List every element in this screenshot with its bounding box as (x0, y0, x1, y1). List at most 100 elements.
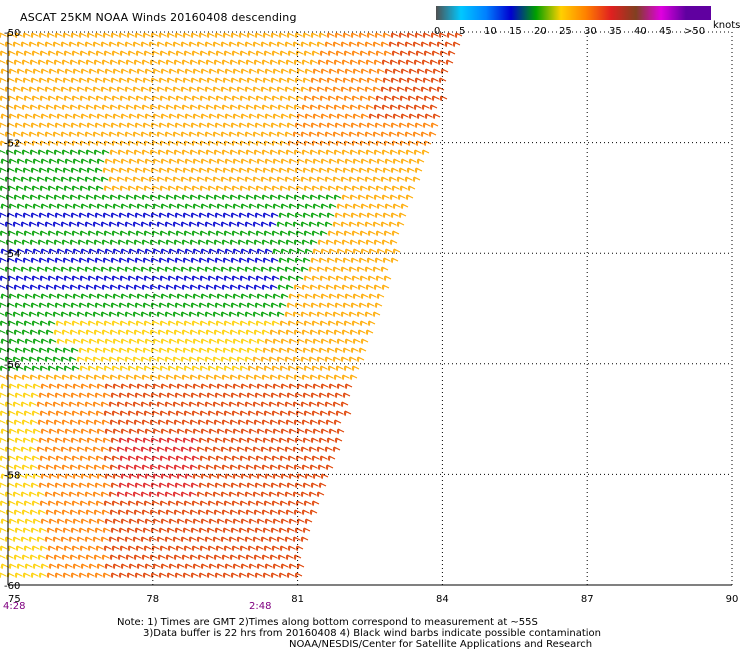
wind-barb (238, 77, 247, 84)
wind-barb (260, 311, 269, 318)
wind-barb (128, 563, 137, 570)
wind-barb (269, 464, 278, 471)
wind-barb (262, 257, 271, 264)
wind-barb (119, 365, 128, 372)
wind-barb (24, 248, 33, 255)
wind-barb (312, 113, 321, 120)
wind-barb (132, 131, 141, 138)
wind-barb (279, 455, 288, 462)
wind-barb (100, 491, 109, 498)
wind-barb (268, 311, 277, 318)
wind-barb (5, 149, 14, 156)
wind-barb (191, 455, 200, 462)
wind-barb (79, 365, 88, 372)
wind-barb (328, 383, 337, 390)
wind-barb (197, 194, 206, 201)
wind-barb (93, 284, 102, 291)
wind-barb (364, 176, 373, 183)
wind-barb (284, 356, 293, 363)
wind-barb (63, 500, 72, 507)
wind-barb (54, 437, 63, 444)
wind-barb (277, 464, 286, 471)
wind-barb (109, 59, 118, 66)
wind-barb (200, 518, 209, 525)
wind-barb (157, 284, 166, 291)
wind-barb (117, 59, 126, 66)
wind-barb (246, 527, 255, 534)
wind-barb (380, 221, 389, 228)
wind-barb (216, 563, 225, 570)
wind-barb (136, 158, 145, 165)
wind-barb (126, 392, 135, 399)
wind-barb (135, 185, 144, 192)
wind-barb (222, 437, 231, 444)
wind-barb (360, 203, 369, 210)
wind-barb (300, 491, 309, 498)
wind-barb (197, 464, 206, 471)
wind-barb (112, 68, 121, 75)
wind-barb (37, 194, 46, 201)
wind-barb (286, 257, 295, 264)
wind-barb (351, 320, 360, 327)
wind-barb (102, 77, 111, 84)
wind-barb (318, 77, 327, 84)
wind-barb (237, 149, 246, 156)
wind-barb (30, 122, 39, 129)
wind-barb (48, 563, 57, 570)
wind-barb (112, 473, 121, 480)
wind-barb (286, 437, 295, 444)
wind-barb (68, 401, 77, 408)
wind-barb (87, 365, 96, 372)
wind-barb (374, 302, 383, 309)
wind-barb (400, 68, 409, 75)
wind-barb (244, 536, 253, 543)
wind-barb (198, 77, 207, 84)
wind-barb (77, 464, 86, 471)
wind-barb (208, 473, 217, 480)
wind-barb (356, 356, 365, 363)
wind-barb (0, 563, 9, 570)
wind-barb (254, 437, 263, 444)
wind-barb (104, 203, 113, 210)
wind-barb (32, 563, 41, 570)
wind-barb (223, 455, 232, 462)
legend-label: >50 (684, 26, 706, 37)
wind-barb (240, 473, 249, 480)
wind-barb (84, 41, 93, 48)
wind-barb (376, 158, 385, 165)
wind-barb (374, 32, 383, 39)
wind-barb (182, 527, 191, 534)
wind-barb (342, 167, 351, 174)
wind-barb (180, 401, 189, 408)
wind-barb (204, 221, 213, 228)
wind-barb (127, 50, 136, 57)
wind-barb (128, 518, 137, 525)
wind-barb (392, 113, 401, 120)
wind-barb (240, 293, 249, 300)
wind-barb (5, 284, 14, 291)
wind-barb (316, 221, 325, 228)
wind-barb (397, 104, 406, 111)
wind-barb (301, 464, 310, 471)
wind-barb (68, 266, 77, 273)
wind-barb (180, 221, 189, 228)
wind-barb (20, 536, 29, 543)
wind-barb (350, 32, 359, 39)
wind-barb (79, 455, 88, 462)
wind-barb (199, 455, 208, 462)
wind-barb (16, 113, 25, 120)
wind-barb (252, 131, 261, 138)
wind-barb (328, 428, 337, 435)
wind-barb (152, 473, 161, 480)
wind-barb (357, 149, 366, 156)
wind-barb (0, 284, 6, 289)
wind-barb (148, 176, 157, 183)
wind-barb (262, 527, 271, 534)
wind-barb (286, 212, 295, 219)
wind-barb (32, 473, 41, 480)
wind-barb (140, 131, 149, 138)
wind-barb (152, 203, 161, 210)
wind-barb (8, 113, 17, 120)
wind-barb (108, 311, 117, 318)
wind-barb (344, 158, 353, 165)
